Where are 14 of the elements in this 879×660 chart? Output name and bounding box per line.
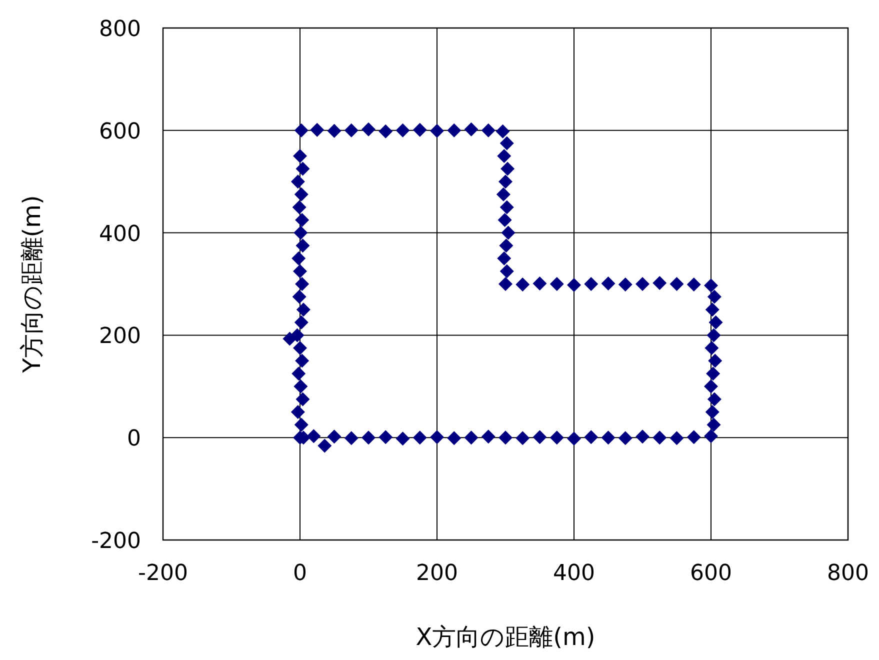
- y-tick-label: 0: [127, 426, 141, 452]
- x-tick-label: 200: [416, 561, 458, 586]
- x-tick-label: 800: [827, 561, 869, 586]
- x-axis-title: X方向の距離(m): [416, 623, 596, 651]
- x-tick-label: 0: [293, 561, 307, 586]
- x-tick-label: 400: [553, 561, 595, 586]
- y-tick-label: -200: [91, 529, 141, 554]
- y-axis-title: Y方向の距離(m): [18, 195, 46, 374]
- y-tick-label: 800: [99, 17, 141, 42]
- x-tick-label: 600: [690, 561, 732, 586]
- y-tick-label: 200: [99, 324, 141, 350]
- y-tick-label: 600: [99, 119, 141, 144]
- y-tick-label: 400: [99, 222, 141, 247]
- x-tick-label: -200: [138, 561, 188, 586]
